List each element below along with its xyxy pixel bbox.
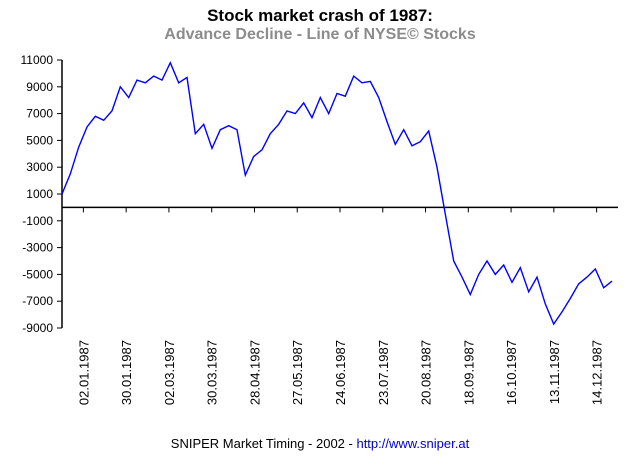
x-tick-label: 23.07.1987: [376, 340, 391, 405]
y-tick-label: 5000: [26, 133, 53, 147]
x-tick-label: 02.01.1987: [76, 340, 91, 405]
y-tick-label: 1000: [26, 187, 53, 201]
y-tick-label: -5000: [22, 267, 53, 281]
x-tick-label: 28.04.1987: [247, 340, 262, 405]
y-tick-label: -3000: [22, 241, 53, 255]
x-tick-label: 27.05.1987: [290, 340, 305, 405]
y-tick-label: 7000: [26, 107, 53, 121]
y-tick-label: -7000: [22, 294, 53, 308]
footer: SNIPER Market Timing - 2002 - http://www…: [0, 436, 640, 451]
x-tick-label: 16.10.1987: [504, 340, 519, 405]
y-tick-label: 11000: [21, 53, 54, 67]
x-tick-label: 30.01.1987: [119, 340, 134, 405]
x-tick-label: 13.11.1987: [547, 340, 562, 404]
x-tick-label: 02.03.1987: [162, 340, 177, 405]
chart-title: Stock market crash of 1987:: [207, 6, 433, 25]
footer-link[interactable]: http://www.sniper.at: [356, 436, 470, 451]
x-tick-label: 18.09.1987: [461, 340, 476, 405]
y-tick-label: -1000: [22, 214, 53, 228]
footer-text: SNIPER Market Timing - 2002 -: [170, 436, 357, 451]
x-tick-label: 30.03.1987: [205, 340, 220, 405]
x-tick-label: 14.12.1987: [590, 340, 605, 405]
chart-subtitle: Advance Decline - Line of NYSE© Stocks: [164, 26, 476, 43]
y-tick-label: 9000: [26, 80, 53, 94]
y-tick-label: 3000: [26, 160, 53, 174]
series-line: [61, 60, 613, 326]
y-tick-label: -9000: [22, 321, 53, 335]
x-tick-label: 24.06.1987: [333, 340, 348, 405]
x-tick-label: 20.08.1987: [419, 340, 434, 405]
